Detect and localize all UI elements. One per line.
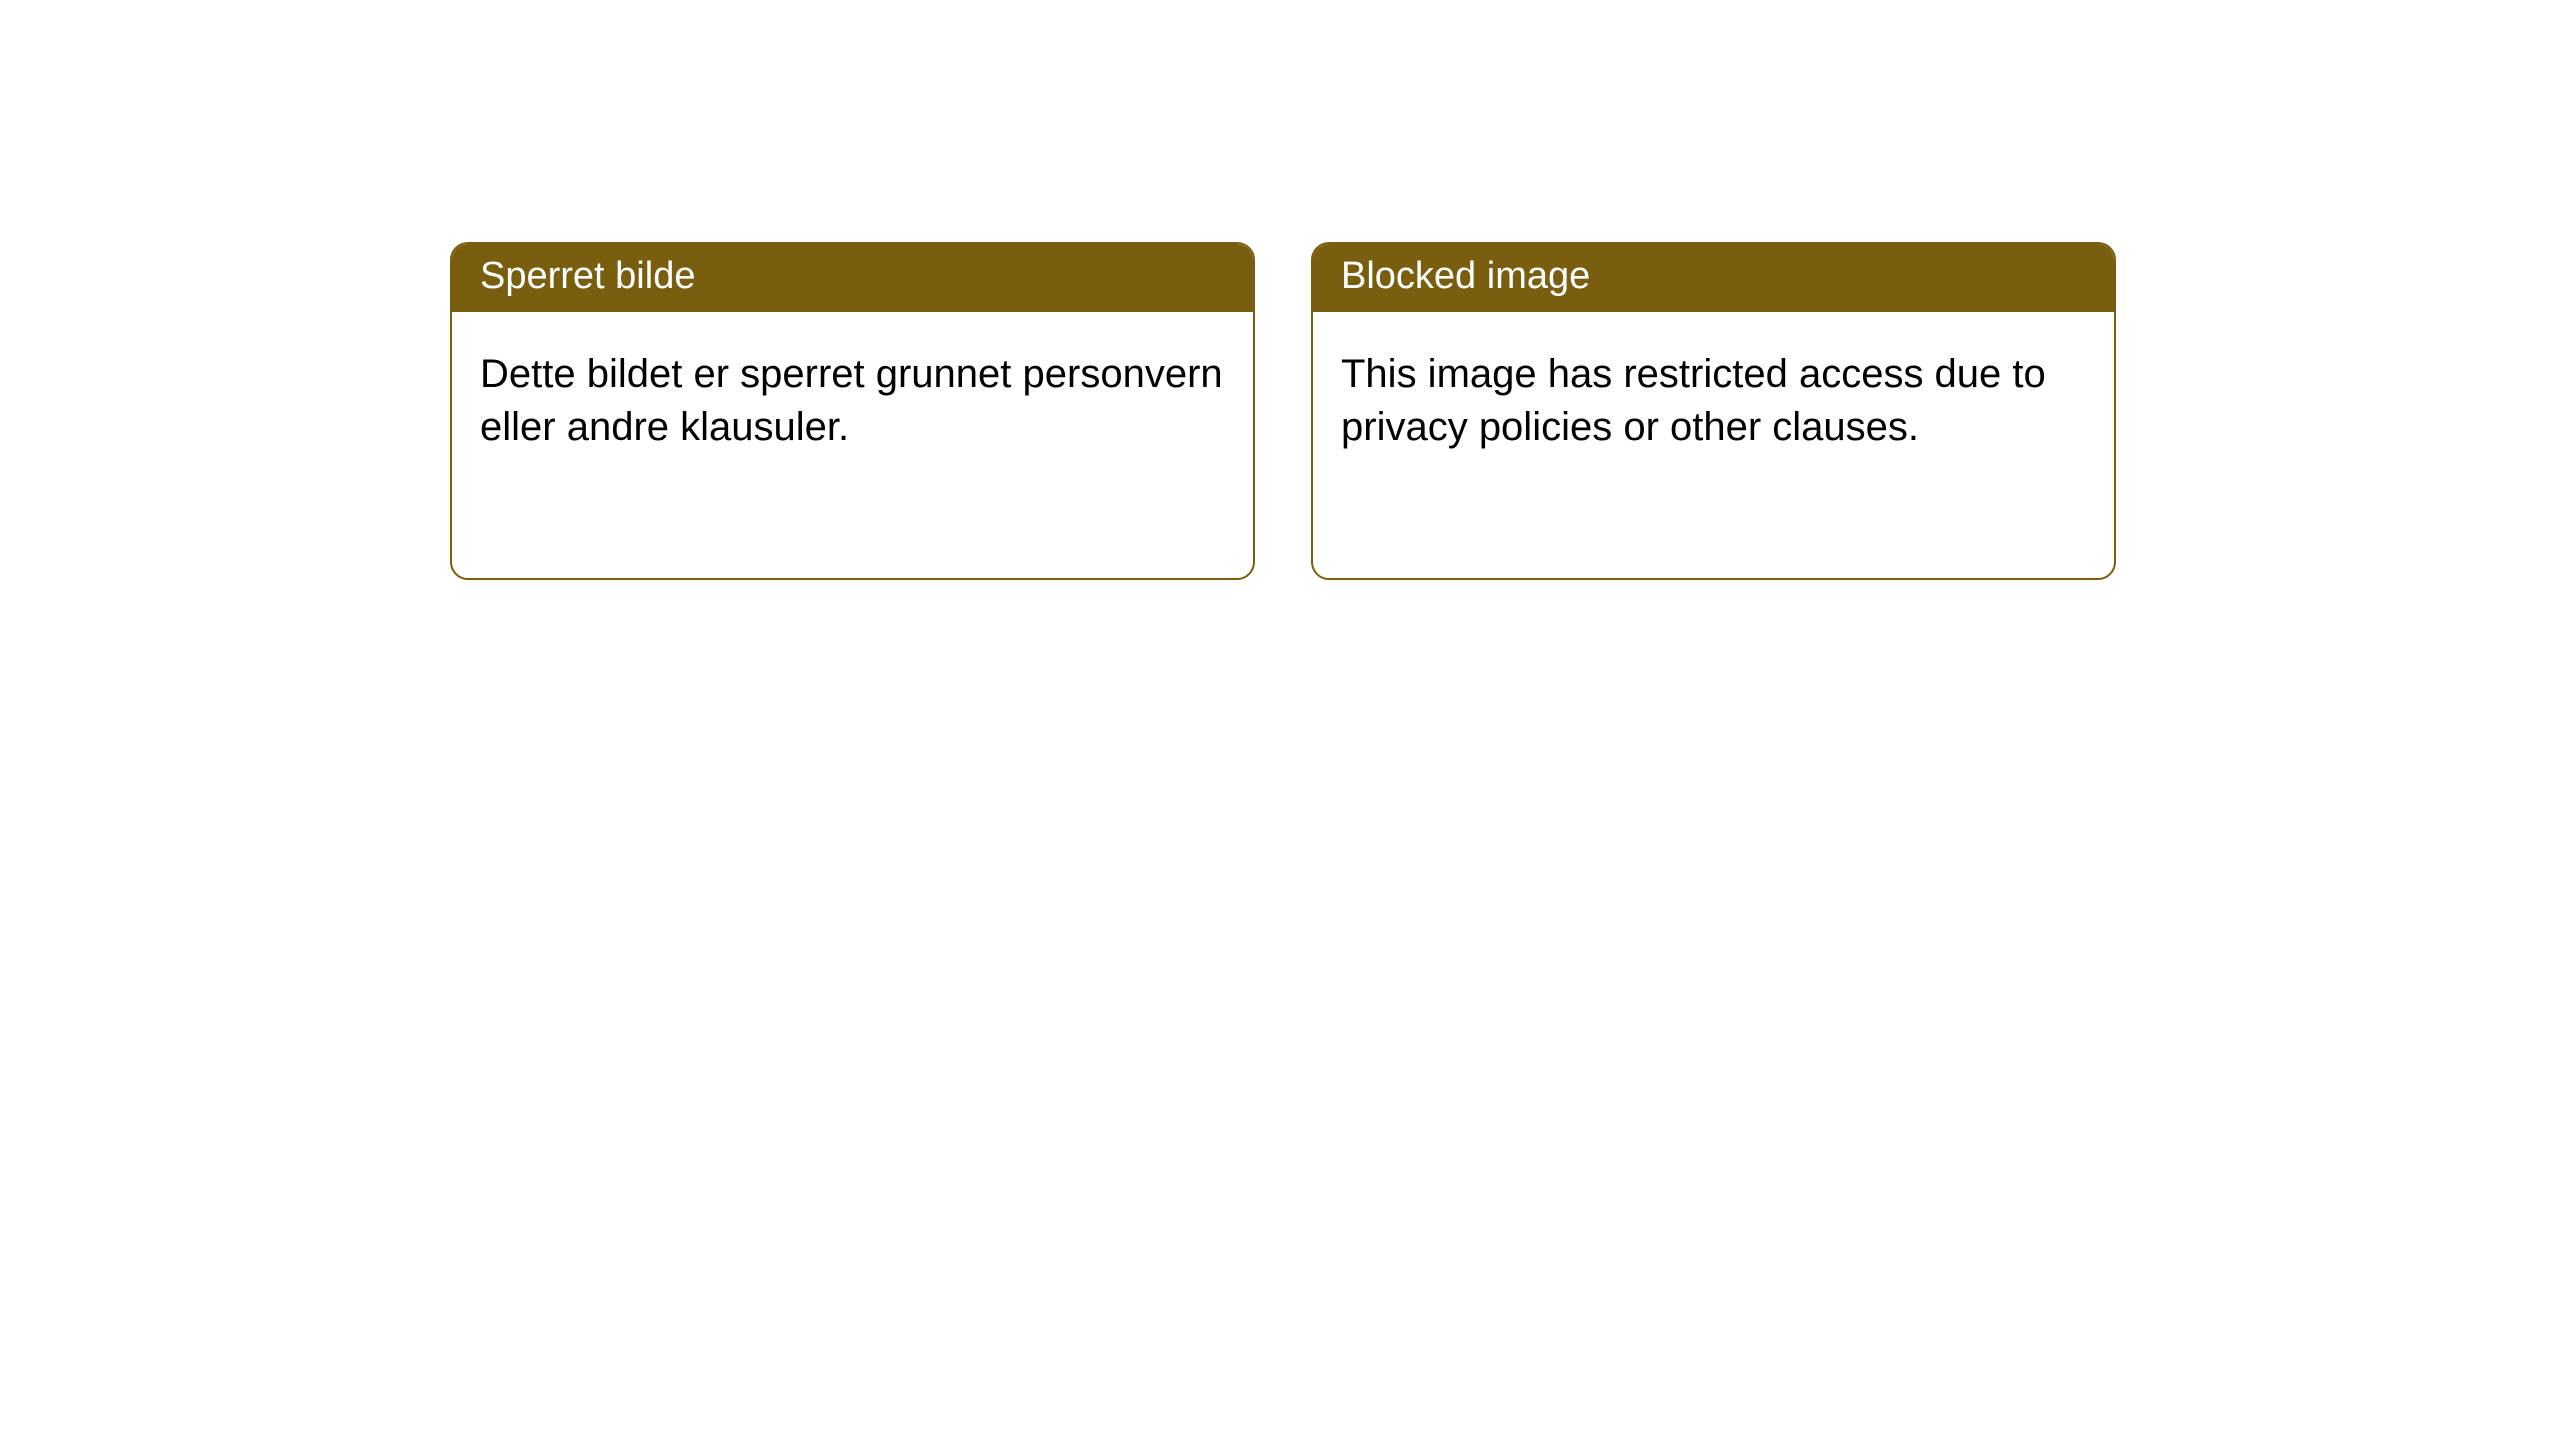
notice-norwegian: Sperret bilde Dette bildet er sperret gr… [450, 242, 1255, 580]
notice-english: Blocked image This image has restricted … [1311, 242, 2116, 580]
notice-english-title: Blocked image [1313, 244, 2114, 312]
notices-container: Sperret bilde Dette bildet er sperret gr… [450, 242, 2116, 580]
notice-norwegian-title: Sperret bilde [452, 244, 1253, 312]
notice-english-message: This image has restricted access due to … [1313, 312, 2114, 483]
notice-norwegian-message: Dette bildet er sperret grunnet personve… [452, 312, 1253, 483]
